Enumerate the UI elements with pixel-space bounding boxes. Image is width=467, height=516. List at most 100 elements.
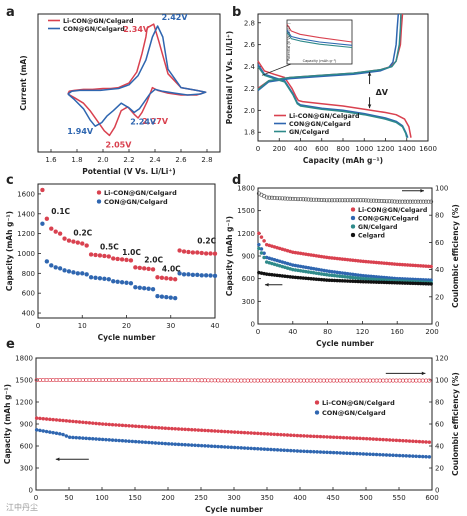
capacity-point — [199, 428, 204, 433]
capacity-point — [249, 446, 253, 451]
capacity-point — [259, 251, 264, 255]
y2-tick-label: 40 — [435, 266, 444, 274]
data-point — [212, 273, 218, 279]
capacity-point — [361, 452, 366, 456]
efficiency-point — [117, 377, 122, 382]
efficiency-point — [226, 378, 231, 383]
efficiency-point — [407, 378, 412, 383]
efficiency-point — [61, 377, 66, 382]
capacity-point — [407, 439, 412, 443]
rate-label: 2.0C — [144, 255, 163, 264]
y-tick-label: 600 — [22, 290, 35, 298]
capacity-point — [236, 430, 240, 435]
y2-tick-label: 100 — [435, 185, 448, 193]
efficiency-point — [67, 377, 72, 382]
efficiency-point — [301, 197, 306, 202]
efficiency-point — [315, 378, 320, 383]
capacity-point — [262, 447, 267, 451]
efficiency-point — [235, 378, 240, 383]
capacity-point — [371, 437, 376, 441]
capacity-point — [345, 436, 349, 440]
capacity-point — [331, 450, 336, 455]
x-tick-label: 2.4 — [149, 156, 161, 164]
rate-label: 4.0C — [162, 264, 181, 273]
capacity-point — [417, 439, 422, 444]
capacity-point — [97, 421, 102, 426]
capacity-point — [394, 453, 399, 458]
capacity-point — [117, 438, 121, 443]
legend-swatch — [350, 207, 356, 212]
efficiency-axis-arrow-head — [420, 188, 424, 193]
capacity-point — [199, 443, 204, 448]
capacity-point — [107, 422, 112, 427]
y-tick-label: 2.4 — [244, 63, 256, 71]
capacity-point — [100, 437, 105, 442]
capacity-point — [232, 445, 237, 450]
capacity-point — [94, 437, 98, 441]
efficiency-point — [421, 199, 426, 204]
efficiency-point — [384, 199, 389, 204]
capacity-point — [176, 427, 181, 431]
data-point — [80, 271, 85, 276]
efficiency-point — [331, 378, 336, 383]
efficiency-point — [219, 378, 224, 383]
efficiency-point — [319, 198, 324, 203]
y-axis-label: Capacity (mAh g⁻¹) — [225, 216, 234, 296]
y2-tick-label: 40 — [435, 443, 444, 451]
y-tick-label: 1200 — [17, 230, 35, 238]
capacity-point — [150, 440, 154, 445]
capacity-point — [51, 430, 55, 435]
capacity-point — [374, 437, 379, 442]
capacity-point — [74, 419, 79, 424]
efficiency-point — [179, 378, 184, 383]
inset-curve — [286, 24, 353, 43]
capacity-point — [229, 430, 234, 434]
efficiency-point — [366, 198, 371, 203]
capacity-point — [302, 434, 306, 438]
capacity-point — [427, 455, 432, 459]
efficiency-point — [84, 377, 89, 382]
data-point — [155, 293, 160, 299]
x-tick-label: 500 — [359, 494, 372, 502]
legend-label: CON@GN/Celgard — [358, 215, 419, 223]
capacity-point — [143, 440, 148, 445]
efficiency-point — [358, 378, 363, 383]
efficiency-point — [140, 377, 145, 382]
data-point — [181, 249, 187, 254]
capacity-point — [391, 453, 395, 458]
capacity-point — [308, 449, 313, 454]
capacity-point — [378, 452, 382, 457]
data-point — [49, 263, 54, 268]
efficiency-point — [321, 378, 326, 383]
efficiency-point — [305, 378, 310, 383]
capacity-point — [64, 434, 69, 438]
panel-a: a 1.6 1.8 2.0 2.2 2.4 2.6 2.8 Potential (V Vs. L… — [6, 5, 221, 176]
y2-tick-label: 120 — [435, 355, 448, 363]
capacity-point — [87, 421, 92, 425]
data-point — [124, 280, 129, 285]
capacity-point — [279, 432, 283, 437]
x-tick-label: 400 — [294, 145, 307, 153]
efficiency-point — [288, 378, 293, 383]
efficiency-point — [337, 198, 342, 203]
efficiency-point — [282, 378, 287, 383]
data-point — [66, 238, 72, 243]
capacity-point — [127, 424, 131, 428]
data-point — [66, 269, 72, 274]
efficiency-point — [163, 377, 168, 382]
capacity-point — [358, 436, 362, 441]
capacity-point — [259, 235, 264, 239]
capacity-point — [328, 435, 333, 439]
data-point — [71, 270, 76, 275]
efficiency-point — [324, 198, 329, 203]
capacity-point — [374, 452, 379, 457]
data-point — [124, 257, 129, 263]
y-tick-label: 1600 — [17, 190, 35, 198]
capacity-point — [232, 430, 237, 434]
data-point — [133, 265, 138, 270]
capacity-point — [368, 437, 372, 441]
capacity-point — [77, 436, 82, 440]
capacity-point — [150, 425, 154, 430]
data-point — [44, 259, 50, 264]
